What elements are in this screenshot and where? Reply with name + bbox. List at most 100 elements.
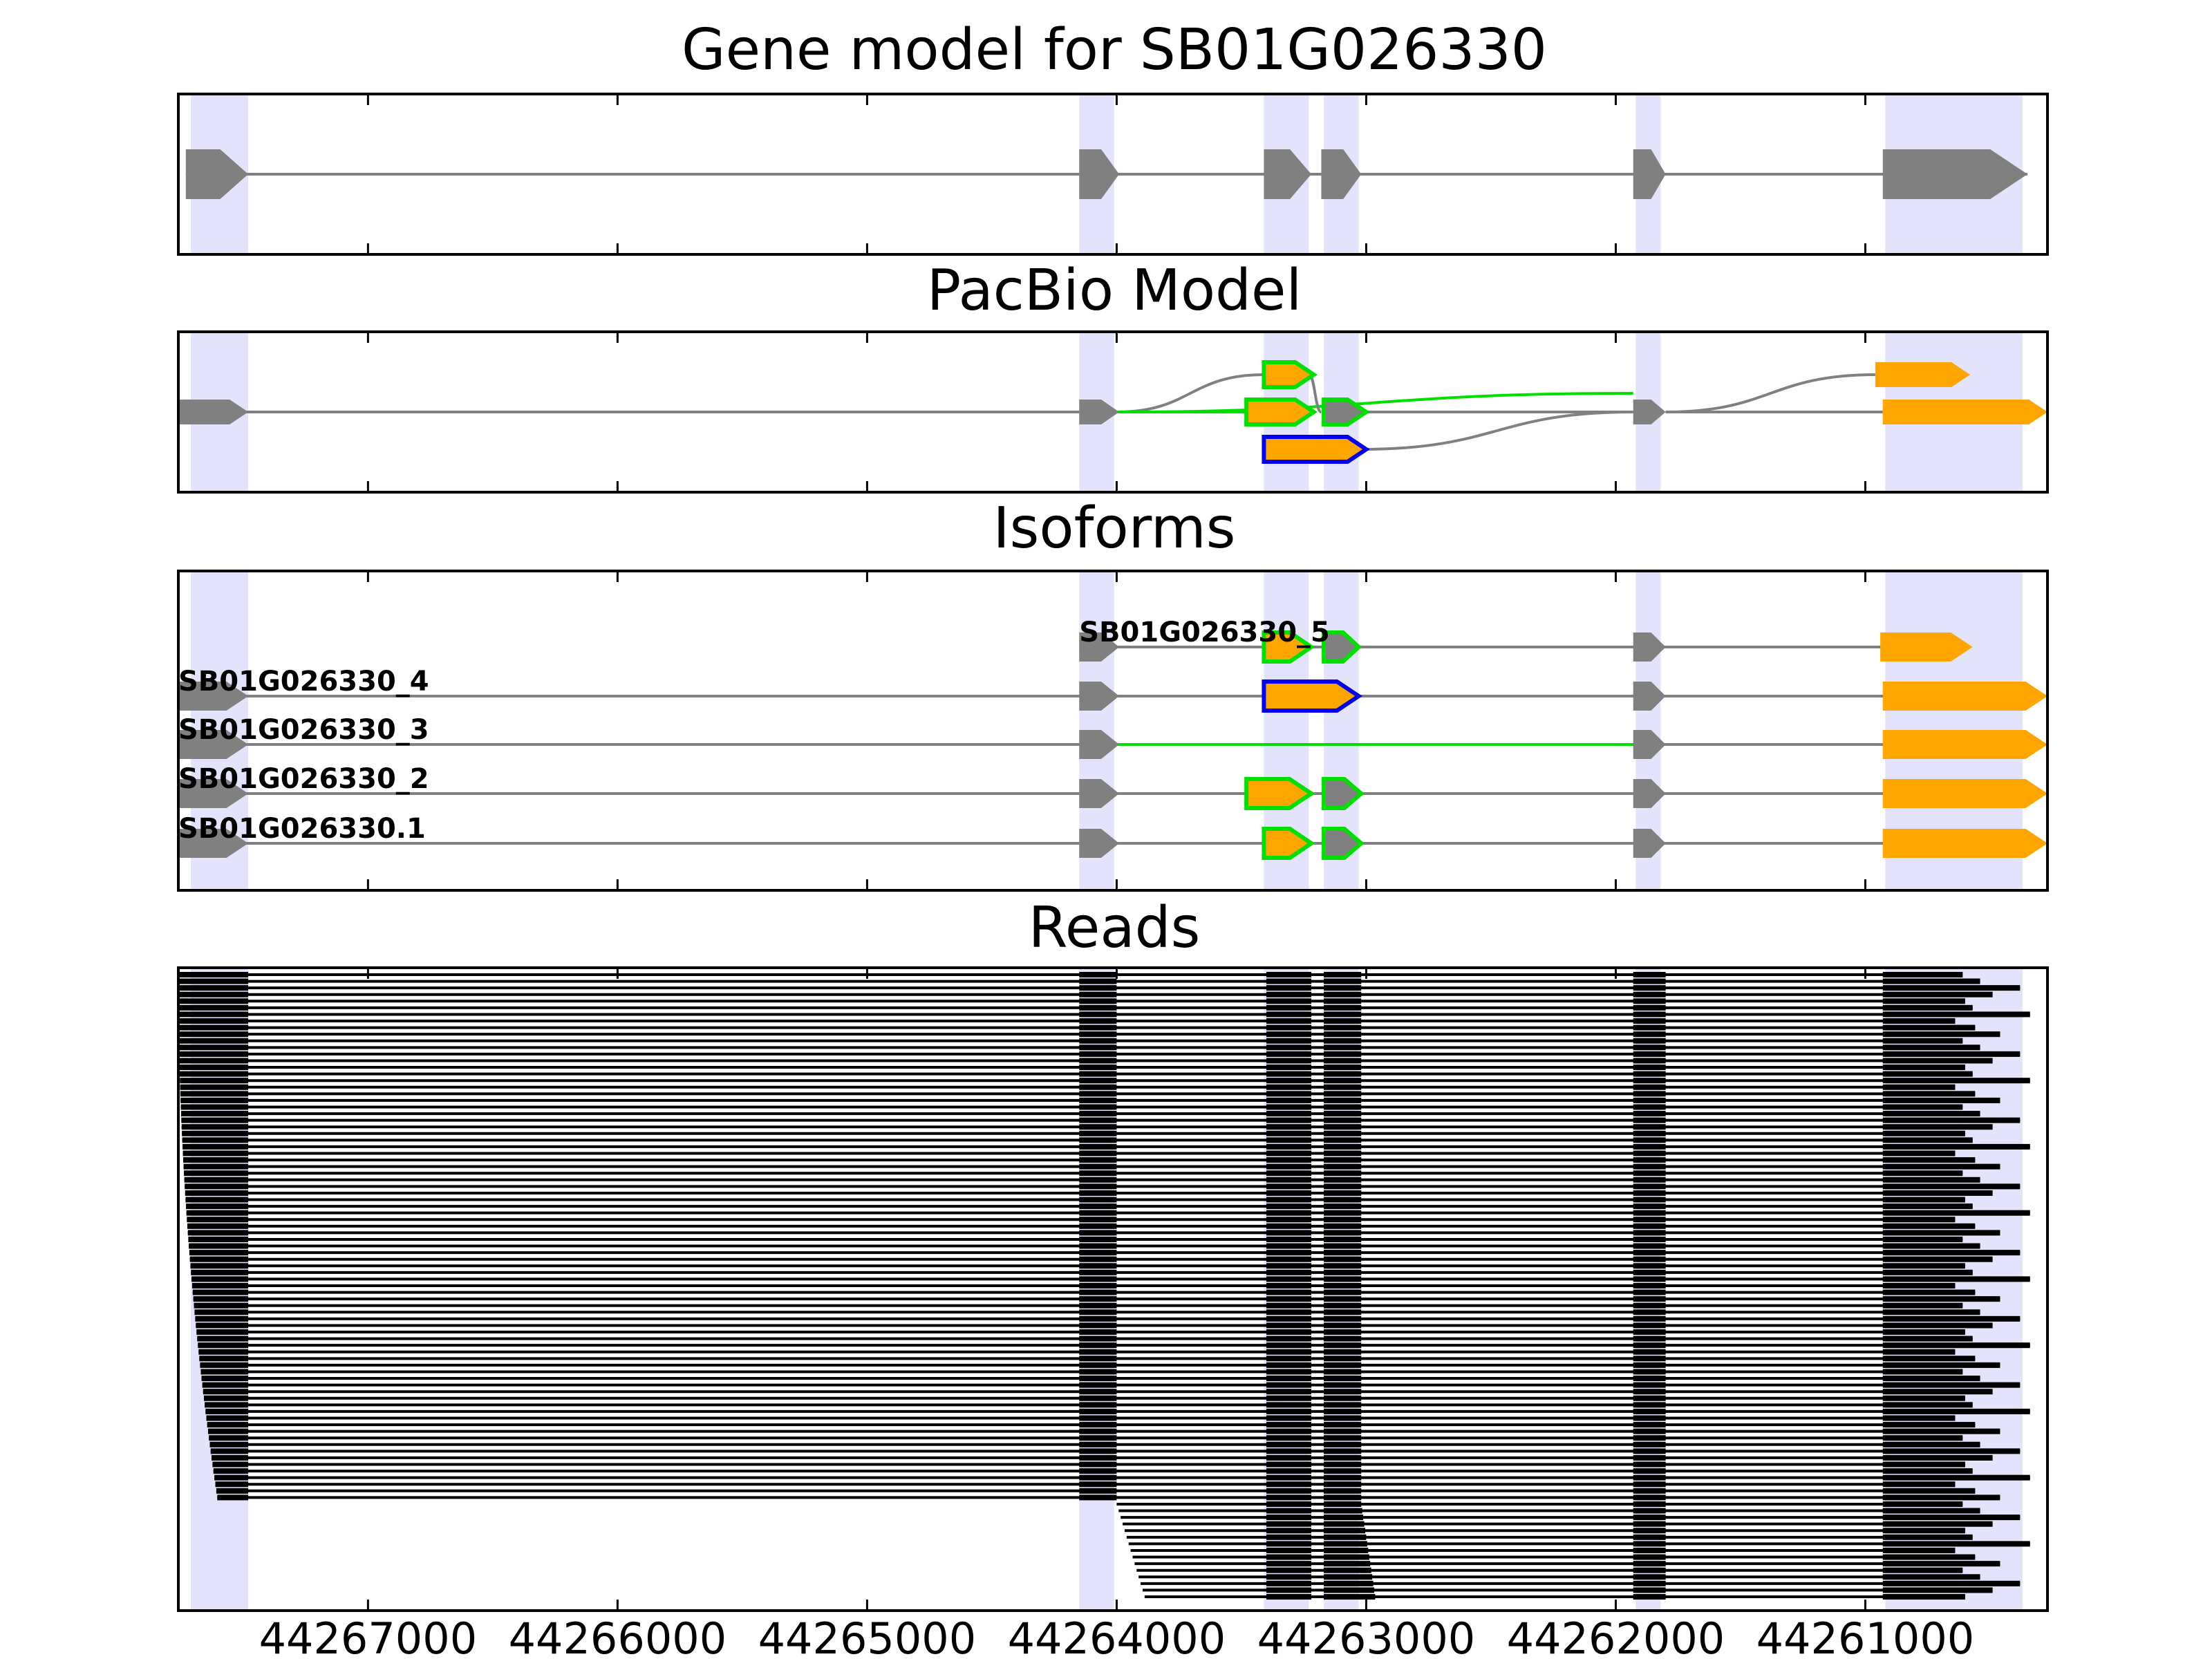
- read: [180, 1084, 1956, 1090]
- read-block: [1633, 1508, 1666, 1514]
- read-block: [1882, 1044, 1980, 1051]
- read-block: [1079, 1454, 1117, 1461]
- read-block: [1882, 1223, 1976, 1229]
- pacbio-path: [1116, 392, 1633, 413]
- read-block: [1633, 1143, 1666, 1150]
- read-block: [1266, 1296, 1312, 1302]
- read: [207, 1428, 2000, 1434]
- read-block: [1324, 1501, 1362, 1507]
- read-block: [1266, 1335, 1312, 1342]
- read-block: [1633, 1481, 1666, 1488]
- read-block: [1633, 1515, 1666, 1521]
- read-block: [1266, 1389, 1312, 1395]
- exon-shape: [178, 730, 249, 759]
- read: [195, 1315, 2021, 1322]
- read-block: [1324, 1230, 1362, 1236]
- read-block: [1882, 1574, 1980, 1580]
- read: [1123, 1521, 1993, 1527]
- read-block: [1324, 1448, 1362, 1454]
- read-block: [185, 1190, 249, 1196]
- read-block: [200, 1369, 249, 1375]
- read-block: [1079, 1349, 1117, 1355]
- read: [189, 1250, 2021, 1256]
- read-block: [1882, 1302, 1963, 1309]
- read-block: [197, 1335, 249, 1342]
- read-block: [1266, 998, 1312, 1004]
- read-block: [1266, 1230, 1312, 1236]
- read: [180, 1078, 2030, 1084]
- x-tick-label: 44267000: [259, 1613, 478, 1659]
- read-block: [212, 1461, 249, 1468]
- read-block: [1266, 1058, 1312, 1064]
- read-block: [1266, 1382, 1312, 1388]
- read-block: [215, 1481, 249, 1488]
- read-block: [1882, 1111, 1980, 1117]
- read-block: [207, 1428, 249, 1434]
- read: [188, 1236, 1963, 1242]
- pacbio-model-title: PacBio Model: [927, 258, 1302, 324]
- read-block: [1266, 978, 1312, 984]
- read-block: [1633, 1342, 1666, 1349]
- read-block: [1882, 1018, 1956, 1024]
- read-block: [1266, 1210, 1312, 1216]
- read-block: [1324, 1302, 1362, 1309]
- isoform-row: SB01G026330_2: [178, 763, 2047, 810]
- read-block: [1882, 1084, 1956, 1090]
- exon-shape: [1633, 682, 1666, 711]
- read-block: [1633, 1111, 1666, 1117]
- read-block: [1324, 1322, 1362, 1329]
- read: [193, 1296, 2000, 1302]
- read-block: [1324, 1276, 1362, 1282]
- read-block: [1266, 1408, 1312, 1414]
- read-block: [1079, 1150, 1117, 1156]
- read-block: [206, 1415, 249, 1421]
- isoform-label: SB01G026330_5: [1079, 617, 1330, 648]
- exon-shape: [1262, 360, 1318, 389]
- read: [197, 1335, 1973, 1342]
- isoform-row: SB01G026330_4: [178, 666, 2047, 713]
- read-block: [1882, 1197, 1965, 1203]
- read-block: [185, 1197, 249, 1203]
- read-block: [1266, 1534, 1312, 1540]
- reads-panel: [177, 966, 2049, 1612]
- read-block: [1633, 1124, 1666, 1130]
- read-block: [1633, 1369, 1666, 1375]
- read-block: [1079, 1382, 1117, 1388]
- read-block: [1633, 1382, 1666, 1388]
- exon-shape: [1633, 829, 1666, 858]
- exon-shape: [1262, 827, 1315, 860]
- read-block: [186, 1210, 249, 1216]
- exon-shape: [1244, 777, 1315, 810]
- read-block: [1633, 1554, 1666, 1560]
- read-block: [1324, 1481, 1362, 1488]
- exon-shape: [1262, 630, 1315, 664]
- read-block: [1079, 1481, 1117, 1488]
- read-block: [1266, 1488, 1312, 1494]
- read-block: [187, 1217, 249, 1223]
- isoform-row: SB01G026330_5: [1079, 617, 1973, 664]
- read-block: [1882, 1335, 1973, 1342]
- read-block: [181, 1124, 249, 1130]
- read: [180, 1091, 1976, 1097]
- isoforms-title: Isoforms: [993, 496, 1236, 561]
- read-block: [191, 1282, 249, 1289]
- read-block: [1266, 1448, 1312, 1454]
- read-block: [1079, 1230, 1117, 1236]
- read-block: [1266, 1369, 1312, 1375]
- read-block: [1266, 1217, 1312, 1223]
- read-block: [198, 1349, 249, 1355]
- read: [178, 1038, 1963, 1044]
- read-block: [179, 1058, 249, 1064]
- read: [183, 1157, 1976, 1163]
- read-block: [1324, 1395, 1362, 1401]
- read-block: [199, 1356, 249, 1362]
- read-block: [1633, 1302, 1666, 1309]
- read-block: [1882, 1349, 1956, 1355]
- read-block: [1882, 1289, 1976, 1295]
- read-block: [194, 1309, 249, 1315]
- read-block: [1633, 1243, 1666, 1249]
- read-block: [200, 1362, 249, 1368]
- read-block: [1633, 1210, 1666, 1216]
- read-block: [1079, 1157, 1117, 1163]
- read-block: [1324, 1263, 1362, 1269]
